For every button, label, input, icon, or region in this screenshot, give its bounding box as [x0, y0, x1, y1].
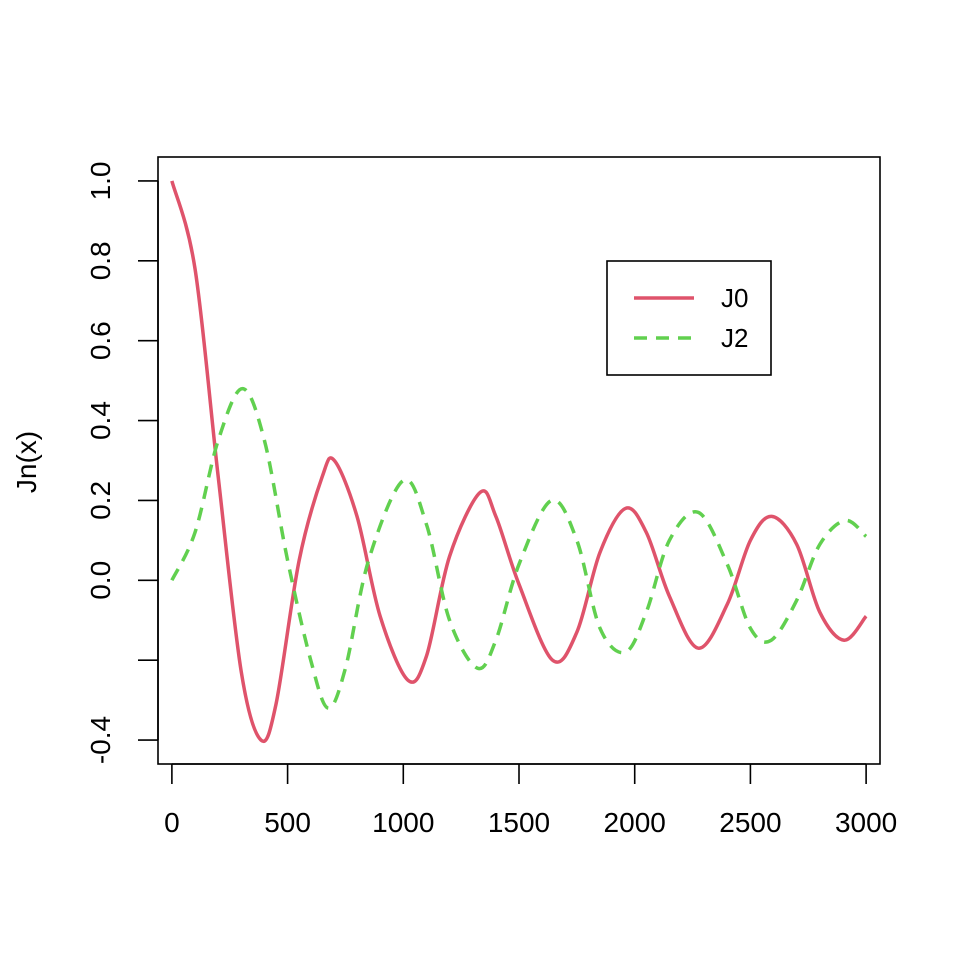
y-tick-label: 0.4 [85, 401, 116, 440]
y-axis: -0.4 0.0 0.2 0.4 0.6 0.8 1.0 [85, 161, 159, 764]
legend-box [606, 260, 772, 376]
x-tick-label: 1500 [488, 807, 550, 838]
y-tick-label: 0.2 [85, 481, 116, 520]
x-tick-label: 1000 [372, 807, 434, 838]
series-line-j2 [170, 386, 868, 710]
series-line-j0 [170, 180, 868, 744]
legend-label-j0: J0 [721, 283, 748, 313]
y-tick-label: 0.8 [85, 241, 116, 280]
legend-label-j2: J2 [721, 323, 748, 353]
series-layer [170, 180, 868, 744]
x-tick-label: 3000 [835, 807, 897, 838]
y-tick-label: 0.6 [85, 321, 116, 360]
y-axis-title: Jn(x) [11, 431, 42, 493]
y-tick-label: 1.0 [85, 161, 116, 200]
x-tick-label: 2500 [719, 807, 781, 838]
y-tick-label: 0.0 [85, 561, 116, 600]
x-tick-label: 500 [264, 807, 311, 838]
x-tick-label: 2000 [604, 807, 666, 838]
legend: J0 J2 [606, 260, 772, 376]
y-tick-label: -0.4 [85, 716, 116, 764]
x-tick-label: 0 [164, 807, 180, 838]
x-axis: 0 500 1000 1500 2000 2500 3000 [164, 763, 897, 838]
